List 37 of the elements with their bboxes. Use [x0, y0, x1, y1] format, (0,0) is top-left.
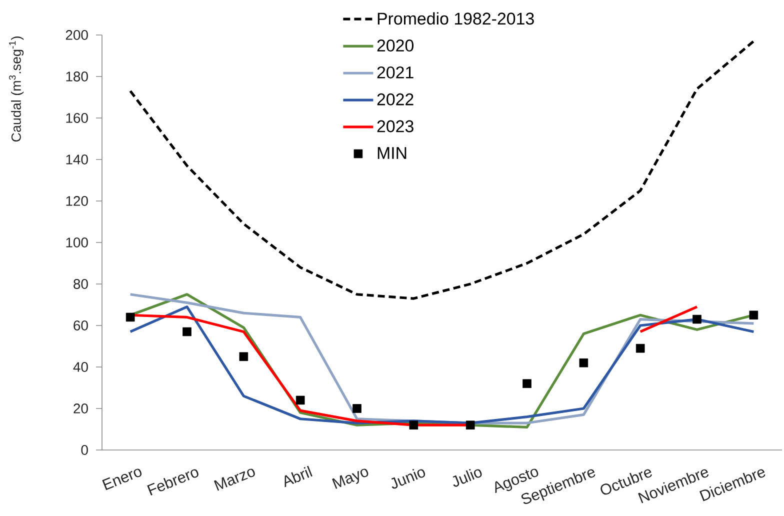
legend-label: 2020 — [377, 40, 414, 52]
legend-label: MIN — [378, 147, 406, 159]
legend-label: 2022 — [377, 93, 414, 106]
y-tick-label: 80 — [74, 279, 88, 289]
y-tick-label: 40 — [73, 362, 88, 372]
point — [522, 379, 532, 388]
point — [296, 396, 305, 405]
y-tick-label: 200 — [66, 30, 88, 40]
point — [352, 404, 362, 413]
point — [636, 344, 645, 353]
x-tick-label: Mayo — [332, 468, 368, 489]
x-tick-label: Marzo — [214, 468, 255, 491]
point — [466, 420, 475, 430]
x-tick-label: Enero — [102, 468, 142, 490]
y-tick-label: 140 — [66, 154, 88, 164]
y-tick-label: 180 — [66, 72, 88, 82]
y-tick-label: 160 — [66, 113, 88, 123]
y-axis-title: Caudal (m$^{3}$.seg$^{-1}$) — [9, 36, 24, 142]
point — [749, 310, 758, 320]
y-tick-label: 60 — [74, 320, 88, 330]
y-tick-label: 20 — [74, 404, 88, 414]
point — [692, 314, 702, 324]
point — [579, 358, 588, 368]
legend-label: 2023 — [377, 120, 414, 132]
y-tick-label: 100 — [66, 238, 88, 248]
point — [182, 327, 192, 336]
point — [239, 352, 248, 362]
y-tick-label: 120 — [66, 196, 88, 206]
legend-label: 2021 — [377, 66, 414, 78]
line-series — [129, 40, 755, 300]
legend-label: Promedio 1982-2013 — [378, 12, 534, 25]
x-tick-label: Junio — [391, 468, 426, 489]
point — [409, 420, 418, 430]
x-tick-label: Julio — [452, 468, 482, 487]
y-tick-label: 0 — [81, 445, 88, 455]
point — [126, 312, 135, 322]
x-tick-label: Abril — [284, 466, 312, 488]
